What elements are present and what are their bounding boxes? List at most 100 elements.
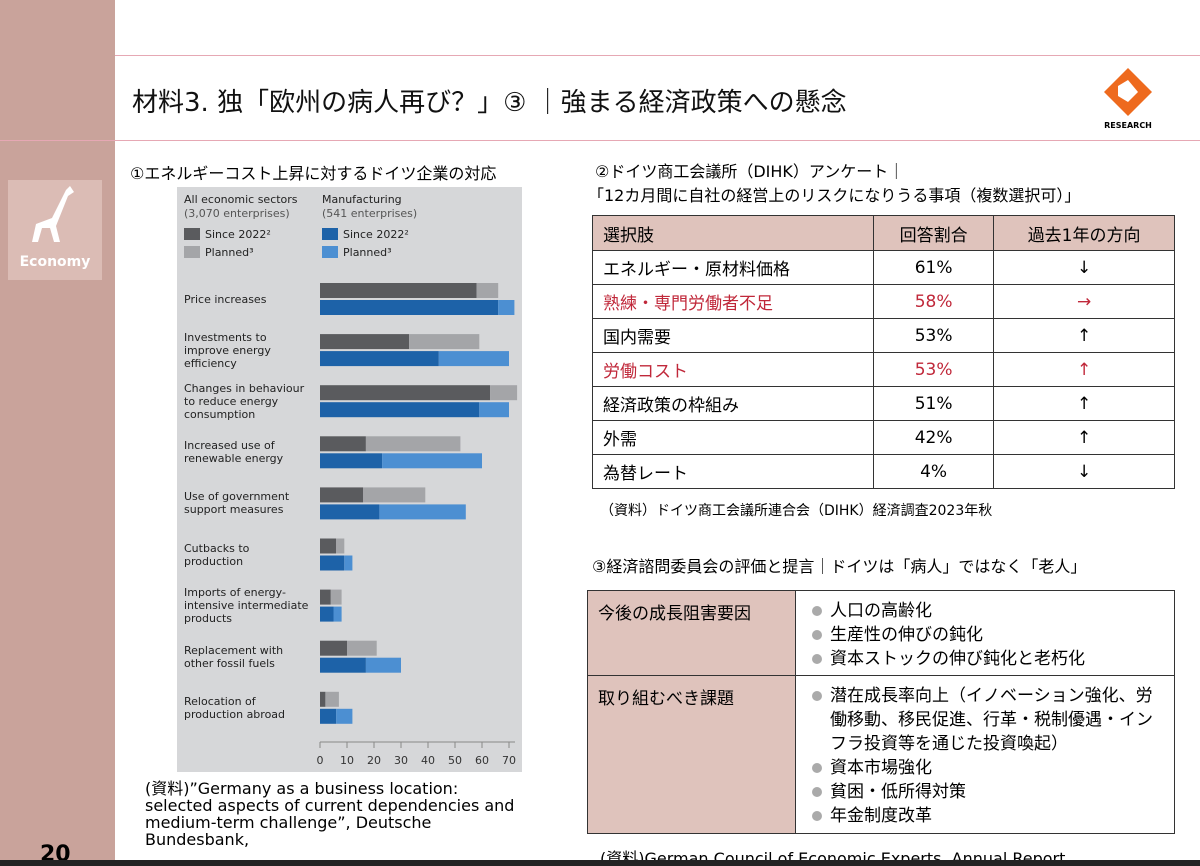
bar-segment [320,385,491,401]
bar-segment [363,487,426,503]
x-tick-label: 70 [502,754,516,767]
bar-segment [325,691,339,707]
category-label: Price increases [184,292,267,306]
section-title: ①エネルギーコスト上昇に対するドイツ企業の対応 [130,164,497,183]
bar-segment [336,538,345,554]
x-tick-label: 50 [448,754,462,767]
bar-segment [498,300,515,315]
legend-subtitle: (3,070 enterprises) [184,207,290,220]
header-row: 選択肢 回答割合 過去1年の方向 [592,215,1175,251]
bar-segment [476,283,499,298]
x-tick-label: 30 [394,754,408,767]
table-cell: ↓ [993,454,1175,489]
table-cell: 53% [872,318,995,353]
table-cell: 51% [872,386,995,421]
header-cell: 回答割合 [872,215,995,251]
rule [0,140,1200,141]
bar-segment [320,708,337,724]
logo: RESEARCH [1104,68,1152,130]
table-cell: 労働コスト [592,352,874,387]
table-cell: ↑ [993,386,1175,421]
legend-label: Planned³ [343,246,392,259]
bar-segment [382,453,482,469]
sidebar-badge: Economy [8,180,102,280]
bar-segment [320,436,366,452]
table-row: 今後の成長阻害要因 人口の高齢化 生産性の伸びの鈍化 資本ストックの伸び鈍化と老朽化 [587,590,1175,676]
x-tick-label: 10 [340,754,354,767]
legend-swatch [184,246,200,258]
table-cell: 58% [872,284,995,319]
bar-segment [347,640,377,656]
bar-segment [320,334,410,350]
x-tick-label: 20 [367,754,381,767]
category-label: Relocation of production abroad [184,694,286,721]
bar-segment [333,606,342,622]
bar-segment [320,657,366,673]
table-row: 為替レート 4% ↓ [592,454,1175,489]
bar-segment [320,589,331,605]
bar-segment [320,402,480,418]
table-cell: 53% [872,352,995,387]
table-cell: 外需 [592,420,874,455]
bar-segment [490,385,518,401]
legend-title: All economic sectors [184,193,298,206]
table-row: 労働コスト 53% ↑ [592,352,1175,387]
bar-segment [320,351,439,367]
table-cell: 国内需要 [592,318,874,353]
giraffe-icon [32,186,74,242]
table-cell: ↑ [993,420,1175,455]
legend-title: Manufacturing [322,193,402,206]
bullet-item: 貧困・低所得対策 [806,780,1164,804]
bar-segment [336,708,353,724]
table-cell: エネルギー・原材料価格 [592,250,874,285]
table-row: 経済政策の枠組み 51% ↑ [592,386,1175,421]
category-label: Investments to improve energy efficiency [184,330,271,370]
sidebar [0,0,115,866]
legend-swatch [184,228,200,240]
legend-label: Since 2022² [343,228,409,241]
table-row: 取り組むべき課題 潜在成長率向上（イノベーション強化、労働移動、移民促進、行革・税… [587,675,1175,834]
section-title: ②ドイツ商工会議所（DIHK）アンケート｜ [595,162,905,181]
bar-segment [479,402,509,418]
row-items: 潜在成長率向上（イノベーション強化、労働移動、移民促進、行革・税制優遇・インフラ… [795,675,1175,834]
table-row: 国内需要 53% ↑ [592,318,1175,353]
bar-segment [320,640,347,656]
bar-segment [320,283,477,298]
x-tick-label: 0 [317,754,324,767]
bullet-list: 人口の高齢化 生産性の伸びの鈍化 資本ストックの伸び鈍化と老朽化 [806,599,1164,671]
row-label: 取り組むべき課題 [587,675,796,834]
logo-text: RESEARCH [1104,121,1152,130]
category-label: Changes in behaviour to reduce energy co… [184,381,305,421]
bar-segment [320,300,499,315]
bullet-list: 潜在成長率向上（イノベーション強化、労働移動、移民促進、行革・税制優遇・インフラ… [806,684,1164,828]
bar-segment [438,351,509,367]
table-cell: ↑ [993,352,1175,387]
legend-swatch [322,228,338,240]
table-cell: 61% [872,250,995,285]
table-row: エネルギー・原材料価格 61% ↓ [592,250,1175,285]
category-label: Cutbacks to production [184,541,250,568]
section-title: 「12カ月間に自社の経営上のリスクになりうる事項（複数選択可）」 [588,186,1081,205]
bar-segment [320,555,345,571]
title: 材料3. 独「欧州の病人再び？」③ ｜強まる経済政策への懸念 [132,88,847,118]
bullet-item: 生産性の伸びの鈍化 [806,623,1164,647]
header-cell: 過去1年の方向 [993,215,1175,251]
category-label: Replacement with other fossil fuels [184,643,284,670]
table-row: 外需 42% ↑ [592,420,1175,455]
rule [115,55,1200,56]
header-cell: 選択肢 [592,215,874,251]
table-cell: 4% [872,454,995,489]
category-label: Imports of energy-intensive intermediate… [184,586,309,626]
table-cell: 為替レート [592,454,874,489]
bar-segment [320,453,383,469]
bar-segment [379,504,466,520]
legend-subtitle: (541 enterprises) [322,207,418,220]
bullet-item: 潜在成長率向上（イノベーション強化、労働移動、移民促進、行革・税制優遇・インフラ… [806,684,1164,756]
table-cell: 42% [872,420,995,455]
bullet-item: 資本市場強化 [806,756,1164,780]
council-table: 今後の成長阻害要因 人口の高齢化 生産性の伸びの鈍化 資本ストックの伸び鈍化と老朽化取… [587,590,1175,834]
table-row: 熟練・専門労働者不足 58% → [592,284,1175,319]
table-cell: 熟練・専門労働者不足 [592,284,874,319]
